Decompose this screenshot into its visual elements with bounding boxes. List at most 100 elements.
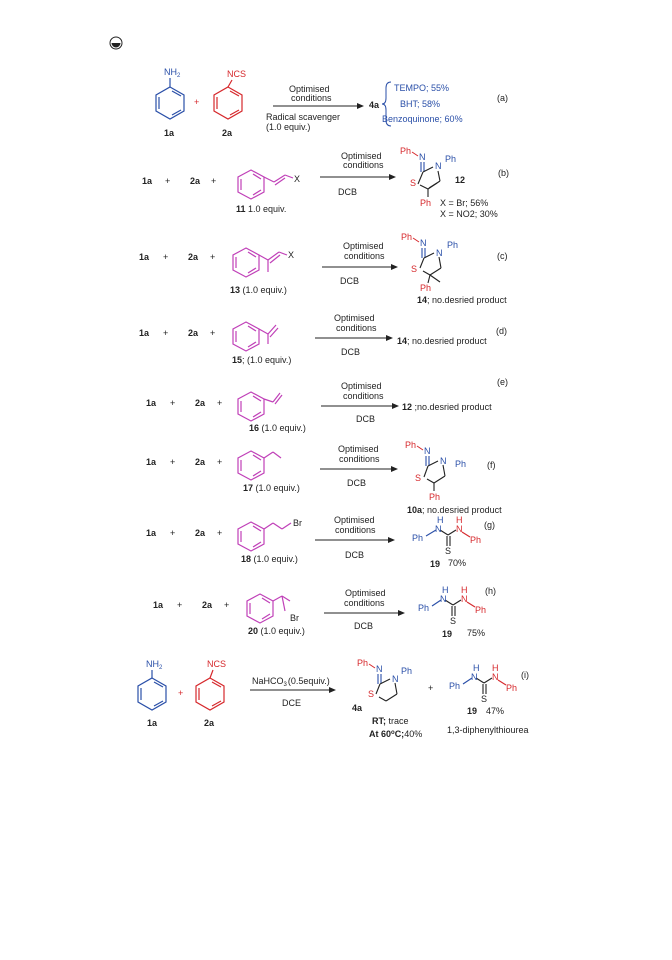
scheme-row-g: 1a + 2a + Br 18 (1.0 equiv.) Optimised c… bbox=[146, 515, 495, 569]
thiourea-h2: H bbox=[461, 585, 468, 595]
thiazolidine-ring bbox=[423, 456, 446, 491]
condition-conditions: conditions bbox=[343, 160, 384, 170]
condition-conditions: conditions bbox=[339, 454, 380, 464]
product-n-imine: N bbox=[376, 664, 383, 674]
product-n-imine: N bbox=[420, 238, 427, 248]
product-label: 4a bbox=[369, 100, 380, 110]
product-ph-n: Ph bbox=[357, 658, 368, 668]
product-yield: 75% bbox=[467, 628, 485, 638]
product2-yield: 47% bbox=[486, 706, 504, 716]
substituent-x: X bbox=[294, 174, 300, 184]
thiourea-h2: H bbox=[456, 515, 463, 525]
label-1a: 1a bbox=[153, 600, 164, 610]
plus-sign: + bbox=[210, 328, 215, 338]
plus-sign: + bbox=[428, 683, 433, 693]
thiazoline-ring bbox=[417, 162, 441, 197]
plus-sign: + bbox=[163, 328, 168, 338]
condition-optimised: Optimised bbox=[341, 151, 382, 161]
row-tag: (a) bbox=[497, 93, 508, 103]
plus-sign: + bbox=[210, 252, 215, 262]
plus-sign: + bbox=[217, 398, 222, 408]
product-n-ring: N bbox=[392, 674, 399, 684]
brace bbox=[381, 81, 392, 127]
thiourea-ph2: Ph bbox=[475, 605, 486, 615]
product-ph-n: Ph bbox=[401, 232, 412, 242]
product-label: 12 bbox=[455, 175, 465, 185]
circle-dot-icon bbox=[109, 36, 123, 50]
condition-dcb: DCB bbox=[347, 478, 366, 488]
product-yield: 70% bbox=[448, 558, 466, 568]
condition-dcb: DCB bbox=[354, 621, 373, 631]
thiourea-h1: H bbox=[442, 585, 449, 595]
isothiocyanate-ncs: NCS bbox=[227, 69, 246, 79]
plus-sign: + bbox=[163, 252, 168, 262]
scheme-row-a: NH2 1a + NCS 2a Optimised conditions Rad… bbox=[155, 67, 508, 138]
product-s: S bbox=[410, 178, 416, 188]
plus-sign: + bbox=[177, 600, 182, 610]
row-tag: (g) bbox=[484, 520, 495, 530]
thiourea-ph2: Ph bbox=[470, 535, 481, 545]
thiourea-n2: N bbox=[456, 524, 463, 534]
styrene-x-structure bbox=[237, 169, 294, 200]
thiourea-ph1: Ph bbox=[449, 681, 460, 691]
reagent-label: 13 (1.0 equiv.) bbox=[230, 285, 287, 295]
phenyl-isothiocyanate-structure bbox=[213, 79, 243, 120]
aniline-structure bbox=[137, 670, 167, 711]
plus-sign: + bbox=[217, 528, 222, 538]
plus-sign: + bbox=[170, 457, 175, 467]
product-ph-n: Ph bbox=[405, 440, 416, 450]
thiourea-n1: N bbox=[435, 524, 442, 534]
thiourea-structure bbox=[425, 529, 471, 546]
thiourea-structure bbox=[462, 677, 507, 694]
label-1a: 1a bbox=[146, 398, 157, 408]
label-1a: 1a bbox=[164, 128, 175, 138]
reagent-label: 11 1.0 equiv. bbox=[236, 204, 286, 214]
label-2a: 2a bbox=[222, 128, 233, 138]
thiourea-s: S bbox=[481, 694, 487, 704]
row-tag: (f) bbox=[487, 460, 496, 470]
condition-dcb: DCB bbox=[340, 276, 359, 286]
substituent-br: Br bbox=[293, 518, 302, 528]
scheme-row-h: 1a + 2a + Br 20 (1.0 equiv.) Optimised c… bbox=[153, 585, 496, 639]
label-2a: 2a bbox=[188, 252, 199, 262]
condition-optimised: Optimised bbox=[338, 444, 379, 454]
product-s: S bbox=[411, 264, 417, 274]
label-1a: 1a bbox=[139, 328, 150, 338]
result-60c: At 60oC;40% bbox=[369, 729, 422, 739]
ethylbenzene-structure bbox=[237, 450, 282, 481]
product-n-ring: N bbox=[435, 161, 442, 171]
condition-nahco3: NaHCO3(0.5equiv.) bbox=[252, 676, 330, 688]
row-tag: (h) bbox=[485, 586, 496, 596]
result-bht: BHT; 58% bbox=[400, 99, 440, 109]
reagent-label: 20 (1.0 equiv.) bbox=[248, 626, 305, 636]
product-ph-bottom: Ph bbox=[420, 283, 431, 293]
thiourea-h1: H bbox=[473, 663, 480, 673]
thiourea-s: S bbox=[450, 616, 456, 626]
reagent-label: 18 (1.0 equiv.) bbox=[241, 554, 298, 564]
condition-dce: DCE bbox=[282, 698, 301, 708]
row-tag: (d) bbox=[496, 326, 507, 336]
thiourea-s: S bbox=[445, 546, 451, 556]
plus-sign: + bbox=[217, 457, 222, 467]
thiazolidine-ring bbox=[419, 248, 442, 284]
condition-line-1: Optimised bbox=[289, 84, 330, 94]
label-2a: 2a bbox=[204, 718, 215, 728]
condition-conditions: conditions bbox=[335, 525, 376, 535]
plus-sign: + bbox=[170, 398, 175, 408]
row-tag: (e) bbox=[497, 377, 508, 387]
reagent-label: 15; (1.0 equiv.) bbox=[232, 355, 291, 365]
thiourea-ph1: Ph bbox=[412, 533, 423, 543]
thiourea-ph2: Ph bbox=[506, 683, 517, 693]
plus-sign: + bbox=[178, 688, 183, 698]
product-ph-right: Ph bbox=[455, 459, 466, 469]
product-n-ring: N bbox=[440, 456, 447, 466]
condition-dcb: DCB bbox=[356, 414, 375, 424]
thiourea-h2: H bbox=[492, 663, 499, 673]
aniline-structure bbox=[155, 78, 185, 120]
condition-line-4: (1.0 equiv.) bbox=[266, 122, 310, 132]
bromoethylbenzene-branched-structure bbox=[246, 593, 291, 624]
condition-optimised: Optimised bbox=[343, 241, 384, 251]
isothiocyanate-ncs: NCS bbox=[207, 659, 226, 669]
product-label: 14; no.desried product bbox=[417, 295, 507, 305]
